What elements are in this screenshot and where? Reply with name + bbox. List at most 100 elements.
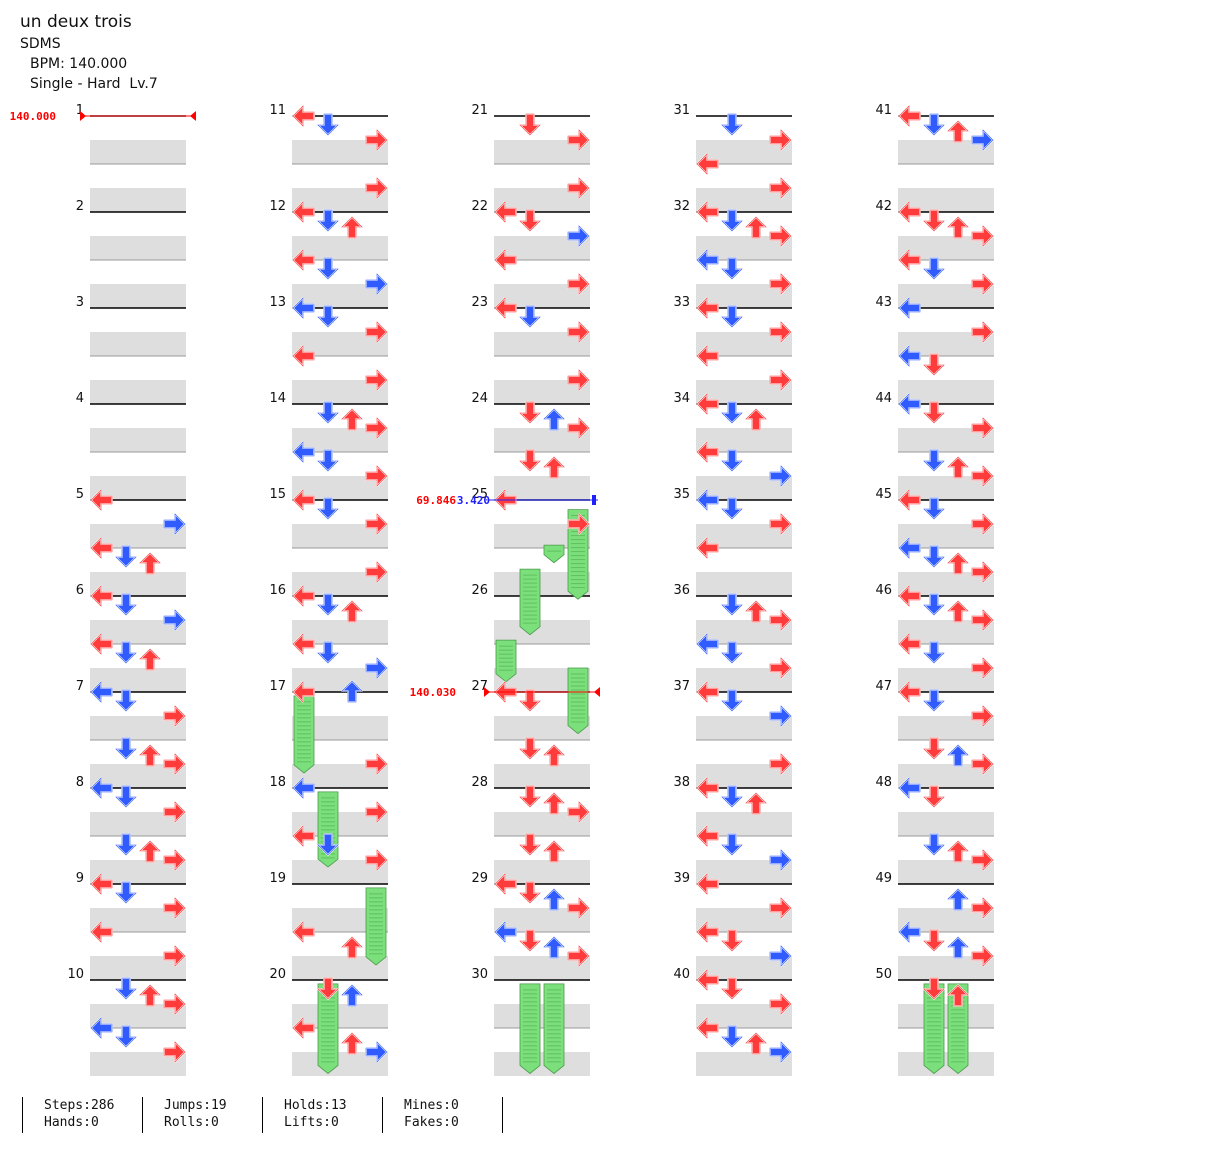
arrow-note bbox=[494, 921, 517, 943]
arrow-note bbox=[721, 209, 743, 232]
arrow-outline bbox=[696, 681, 719, 703]
arrow-shape bbox=[341, 984, 363, 1007]
arrow-outline bbox=[947, 552, 969, 575]
measure-number: 29 bbox=[471, 871, 488, 886]
arrow-note bbox=[567, 129, 590, 151]
arrow-note bbox=[923, 497, 945, 520]
bpm-label: 140.030 bbox=[410, 686, 456, 699]
arrow-outline bbox=[163, 849, 186, 871]
arrow-shape bbox=[923, 641, 945, 664]
arrow-outline bbox=[519, 449, 541, 472]
arrow-outline bbox=[923, 257, 945, 280]
arrow-note bbox=[543, 840, 565, 863]
measure-number: 12 bbox=[269, 199, 286, 214]
hold-body bbox=[543, 544, 565, 564]
arrow-note bbox=[769, 897, 792, 919]
arrow-shape bbox=[519, 881, 541, 904]
arrow-note bbox=[971, 561, 994, 583]
arrow-note bbox=[769, 177, 792, 199]
arrow-outline bbox=[115, 1025, 137, 1048]
arrow-outline bbox=[721, 209, 743, 232]
arrow-outline bbox=[947, 120, 969, 143]
arrow-outline bbox=[947, 456, 969, 479]
arrow-note bbox=[494, 297, 517, 319]
arrow-note bbox=[898, 537, 921, 559]
arrow-note bbox=[163, 801, 186, 823]
hold-note bbox=[519, 568, 541, 636]
arrow-note bbox=[341, 1032, 363, 1055]
arrow-shape bbox=[745, 216, 767, 239]
arrow-outline bbox=[696, 777, 719, 799]
arrow-outline bbox=[365, 561, 388, 583]
arrow-outline bbox=[769, 465, 792, 487]
arrow-note bbox=[341, 680, 363, 703]
arrow-shape bbox=[341, 216, 363, 239]
measure-band bbox=[696, 572, 792, 596]
arrow-shape bbox=[947, 600, 969, 623]
arrow-outline bbox=[971, 897, 994, 919]
arrow-note bbox=[721, 641, 743, 664]
arrow-outline bbox=[341, 600, 363, 623]
arrow-note bbox=[898, 489, 921, 511]
measure-number: 34 bbox=[673, 391, 690, 406]
arrow-outline bbox=[163, 753, 186, 775]
arrow-note bbox=[696, 537, 719, 559]
arrow-outline bbox=[898, 105, 921, 127]
arrow-note bbox=[567, 945, 590, 967]
arrow-note bbox=[721, 593, 743, 616]
arrow-note bbox=[317, 977, 339, 1000]
arrow-outline bbox=[721, 593, 743, 616]
arrow-outline bbox=[898, 297, 921, 319]
measure-number: 41 bbox=[875, 103, 892, 118]
arrow-outline bbox=[971, 561, 994, 583]
stats-separator bbox=[262, 1097, 263, 1133]
measure-number: 10 bbox=[67, 967, 84, 982]
arrow-outline bbox=[947, 744, 969, 767]
arrow-shape bbox=[341, 600, 363, 623]
arrow-outline bbox=[696, 537, 719, 559]
arrow-note bbox=[365, 801, 388, 823]
arrow-outline bbox=[115, 545, 137, 568]
arrow-note bbox=[721, 305, 743, 328]
stats-separator bbox=[142, 1097, 143, 1133]
arrow-shape bbox=[947, 840, 969, 863]
arrow-note bbox=[696, 681, 719, 703]
arrow-note bbox=[567, 801, 590, 823]
arrow-outline bbox=[163, 801, 186, 823]
arrow-note bbox=[898, 633, 921, 655]
arrow-outline bbox=[317, 833, 339, 856]
arrow-outline bbox=[947, 888, 969, 911]
measure-number: 16 bbox=[269, 583, 286, 598]
measure-band bbox=[90, 332, 186, 356]
arrow-outline bbox=[494, 249, 517, 271]
arrow-outline bbox=[139, 984, 161, 1007]
arrow-note bbox=[115, 881, 137, 904]
arrow-shape bbox=[923, 737, 945, 760]
arrow-note bbox=[971, 609, 994, 631]
arrow-outline bbox=[292, 441, 315, 463]
arrow-note bbox=[971, 225, 994, 247]
arrow-note bbox=[139, 744, 161, 767]
arrow-outline bbox=[519, 401, 541, 424]
arrow-note bbox=[971, 321, 994, 343]
arrow-note bbox=[292, 777, 315, 799]
arrow-outline bbox=[567, 369, 590, 391]
arrow-shape bbox=[923, 545, 945, 568]
arrow-outline bbox=[567, 273, 590, 295]
arrow-note bbox=[567, 225, 590, 247]
arrow-shape bbox=[317, 593, 339, 616]
measure-number: 7 bbox=[76, 679, 84, 694]
stats-col-steps: Steps:286 Hands:0 bbox=[44, 1097, 114, 1131]
arrow-note bbox=[365, 321, 388, 343]
arrow-outline bbox=[769, 129, 792, 151]
arrow-note bbox=[696, 297, 719, 319]
arrow-note bbox=[292, 1017, 315, 1039]
arrow-outline bbox=[721, 1025, 743, 1048]
arrow-shape bbox=[721, 401, 743, 424]
arrow-shape bbox=[923, 209, 945, 232]
arrow-outline bbox=[769, 177, 792, 199]
arrow-outline bbox=[139, 840, 161, 863]
arrow-shape bbox=[745, 600, 767, 623]
arrow-outline bbox=[769, 1041, 792, 1063]
arrow-note bbox=[365, 561, 388, 583]
